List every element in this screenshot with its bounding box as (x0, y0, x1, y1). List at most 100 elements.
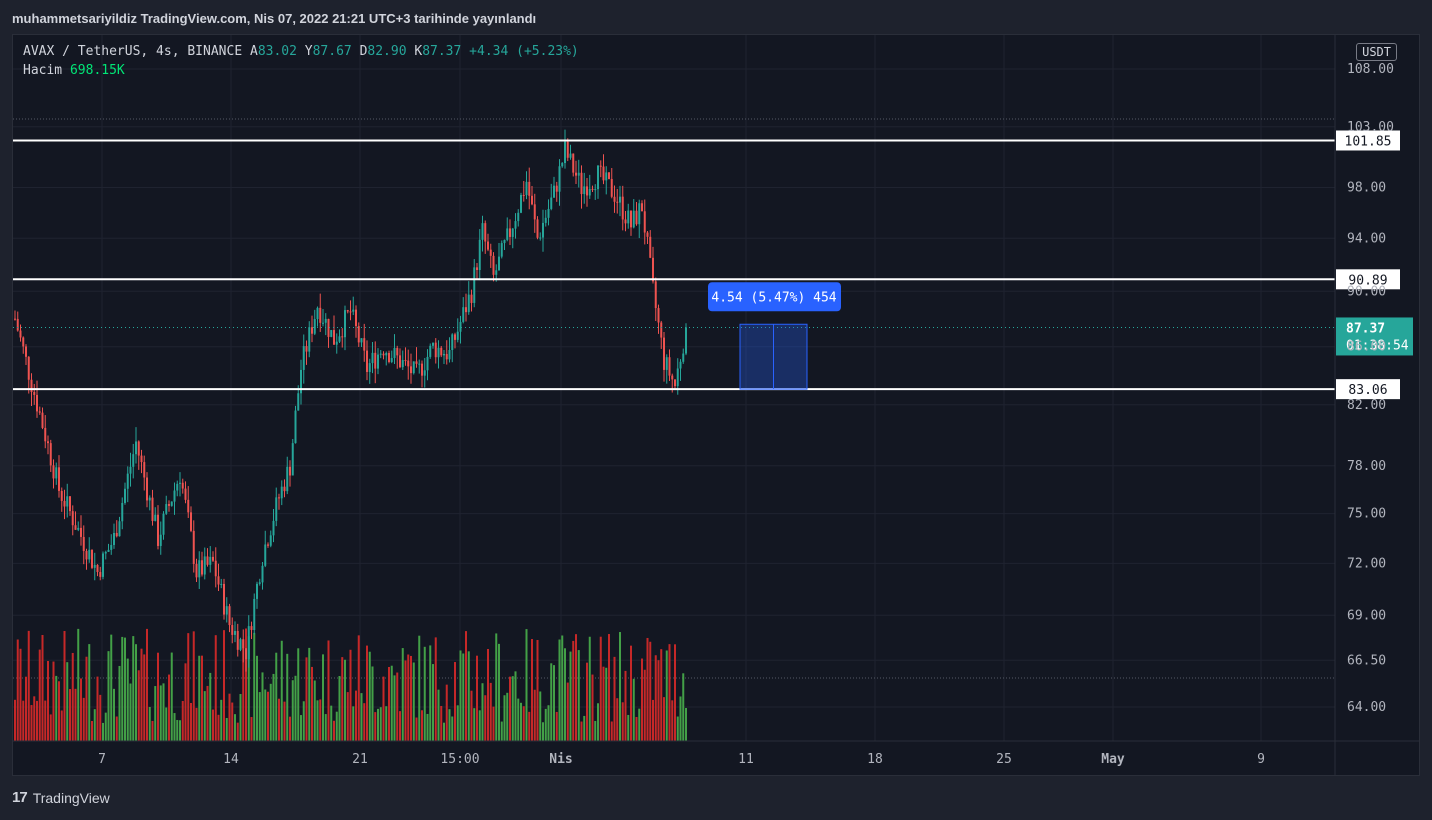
candle-body (668, 357, 671, 376)
candle-body (366, 350, 368, 372)
volume-bar (423, 646, 426, 741)
candle-body (25, 346, 27, 357)
chart-panel[interactable]: 101.85 90.89 83.06 87.37 01:38:54 4.54 (5.47%… (12, 34, 1420, 776)
horizontal-line-label-bg (1336, 379, 1400, 400)
candle-body (297, 393, 300, 411)
candle-body (448, 350, 451, 360)
volume-bar (220, 699, 223, 741)
volume-bar (308, 647, 311, 741)
y-tick-label: 66.50 (1347, 653, 1386, 668)
candle-body (192, 530, 195, 564)
candle-body (643, 211, 646, 233)
candle-body (407, 360, 410, 367)
candle-body (102, 553, 104, 577)
candle-body (525, 181, 528, 196)
candle-body (564, 141, 566, 164)
candle-body (96, 564, 99, 573)
volume-bar (385, 706, 388, 741)
candle-body (242, 639, 245, 649)
volume-bar (366, 645, 368, 741)
candle-body (663, 337, 665, 370)
volume-bar (643, 669, 646, 741)
currency-button[interactable]: USDT (1356, 43, 1397, 61)
volume-bar (93, 709, 96, 741)
volume-bar (399, 711, 401, 741)
candle-body (247, 626, 250, 660)
volume-bar (511, 676, 514, 741)
candle-body (250, 626, 253, 631)
volume-bar (80, 678, 82, 741)
candle-body (209, 556, 212, 565)
candle-body (539, 237, 542, 239)
volume-bar (264, 689, 267, 741)
candle-body (126, 473, 129, 489)
candle-body (322, 322, 324, 324)
candle-body (258, 582, 261, 584)
candle-body (264, 544, 267, 566)
volume-bar (418, 635, 421, 741)
volume-bar (148, 706, 151, 741)
candle-body (377, 354, 379, 369)
volume-bar (33, 696, 36, 741)
candle-body (294, 410, 297, 444)
volume-bar (630, 645, 632, 741)
candle-body (52, 465, 55, 479)
candle-body (146, 477, 148, 501)
candle-body (470, 294, 473, 303)
candle-body (682, 353, 685, 362)
volume-bar (575, 634, 577, 741)
volume-bars (14, 628, 687, 741)
volume-bar (500, 721, 503, 741)
candle-body (280, 486, 283, 499)
candle-body (82, 536, 85, 551)
candle-body (33, 391, 36, 395)
candle-body (212, 556, 214, 561)
volume-bar (291, 680, 294, 741)
candle-body (137, 441, 140, 456)
candle-body (140, 455, 143, 463)
volume-bar (135, 644, 137, 741)
candle-body (498, 256, 500, 271)
candle-body (346, 310, 349, 312)
volume-bar (440, 705, 443, 741)
candle-body (580, 172, 583, 195)
candle-body (575, 172, 577, 176)
candle-body (610, 178, 613, 197)
candle-body (547, 208, 550, 218)
candle-body (36, 394, 38, 412)
candle-body (649, 236, 652, 258)
price-chart[interactable]: 101.85 90.89 83.06 87.37 01:38:54 4.54 (5.47%… (13, 35, 1419, 775)
volume-bar (591, 674, 594, 741)
candle-body (195, 563, 198, 578)
candle-body (635, 210, 638, 225)
volume-bar (19, 648, 22, 741)
volume-bar (404, 660, 407, 741)
volume-bar (434, 637, 437, 741)
volume-bar (14, 699, 16, 741)
candle-body (228, 606, 231, 626)
volume-bar (528, 711, 531, 741)
horizontal-line-label: 101.85 (1345, 134, 1392, 149)
y-tick-label: 108.00 (1347, 62, 1394, 77)
volume-bar (544, 708, 547, 741)
volume-bar (445, 684, 448, 741)
candle-body (401, 360, 404, 368)
volume-bar (209, 672, 212, 741)
volume-bar (88, 644, 91, 741)
y-tick-label: 75.00 (1347, 507, 1386, 522)
candle-body (451, 334, 454, 351)
candle-body (509, 228, 511, 237)
volume-bar (99, 694, 102, 741)
x-tick-label: 14 (223, 752, 239, 767)
candle-body (239, 639, 242, 650)
volume-bar (327, 640, 330, 741)
volume-bar (536, 639, 539, 741)
candle-body (492, 255, 495, 275)
candle-body (528, 181, 531, 196)
candle-body (231, 625, 234, 635)
candle-body (253, 598, 256, 631)
candle-body (599, 165, 602, 167)
volume-bar (316, 700, 319, 741)
candle-body (38, 411, 41, 413)
volume-bar (503, 695, 506, 741)
